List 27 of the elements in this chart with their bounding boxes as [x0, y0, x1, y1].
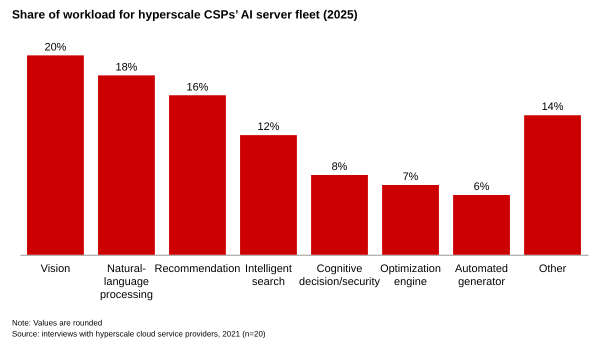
bar [27, 55, 84, 255]
data-label: 20% [44, 41, 67, 54]
bar [453, 194, 510, 255]
x-tick-label: Cognitive decision/security [299, 263, 380, 288]
data-label: 8% [332, 161, 348, 174]
data-label: 6% [474, 180, 490, 193]
bar [524, 115, 581, 255]
x-tick-label: Intelligent search [245, 263, 292, 288]
data-label: 16% [186, 81, 209, 94]
bar [98, 75, 155, 255]
bar [311, 175, 368, 255]
data-label: 18% [115, 61, 138, 74]
data-label: 7% [402, 171, 419, 184]
chart-title: Share of workload for hyperscale CSPs’ AI server fleet (2025) [12, 8, 358, 22]
x-tick-label: Vision [40, 263, 70, 276]
bar [169, 95, 226, 255]
x-tick-label: Other [538, 263, 567, 276]
x-tick-label: Optimization engine [380, 263, 441, 288]
bar [240, 135, 297, 255]
data-label: 14% [542, 101, 564, 114]
x-tick-label: Natural- language processing [100, 263, 153, 302]
text: Note: Values are rounded [12, 318, 102, 328]
bar [382, 185, 439, 255]
source-note: Source: interviews with hyperscale cloud service providers, 2021 (n=20) [12, 329, 266, 338]
data-label: 12% [258, 121, 280, 134]
x-tick-label: Recommendation [154, 263, 240, 276]
x-tick-label: Automated generator [455, 263, 508, 288]
